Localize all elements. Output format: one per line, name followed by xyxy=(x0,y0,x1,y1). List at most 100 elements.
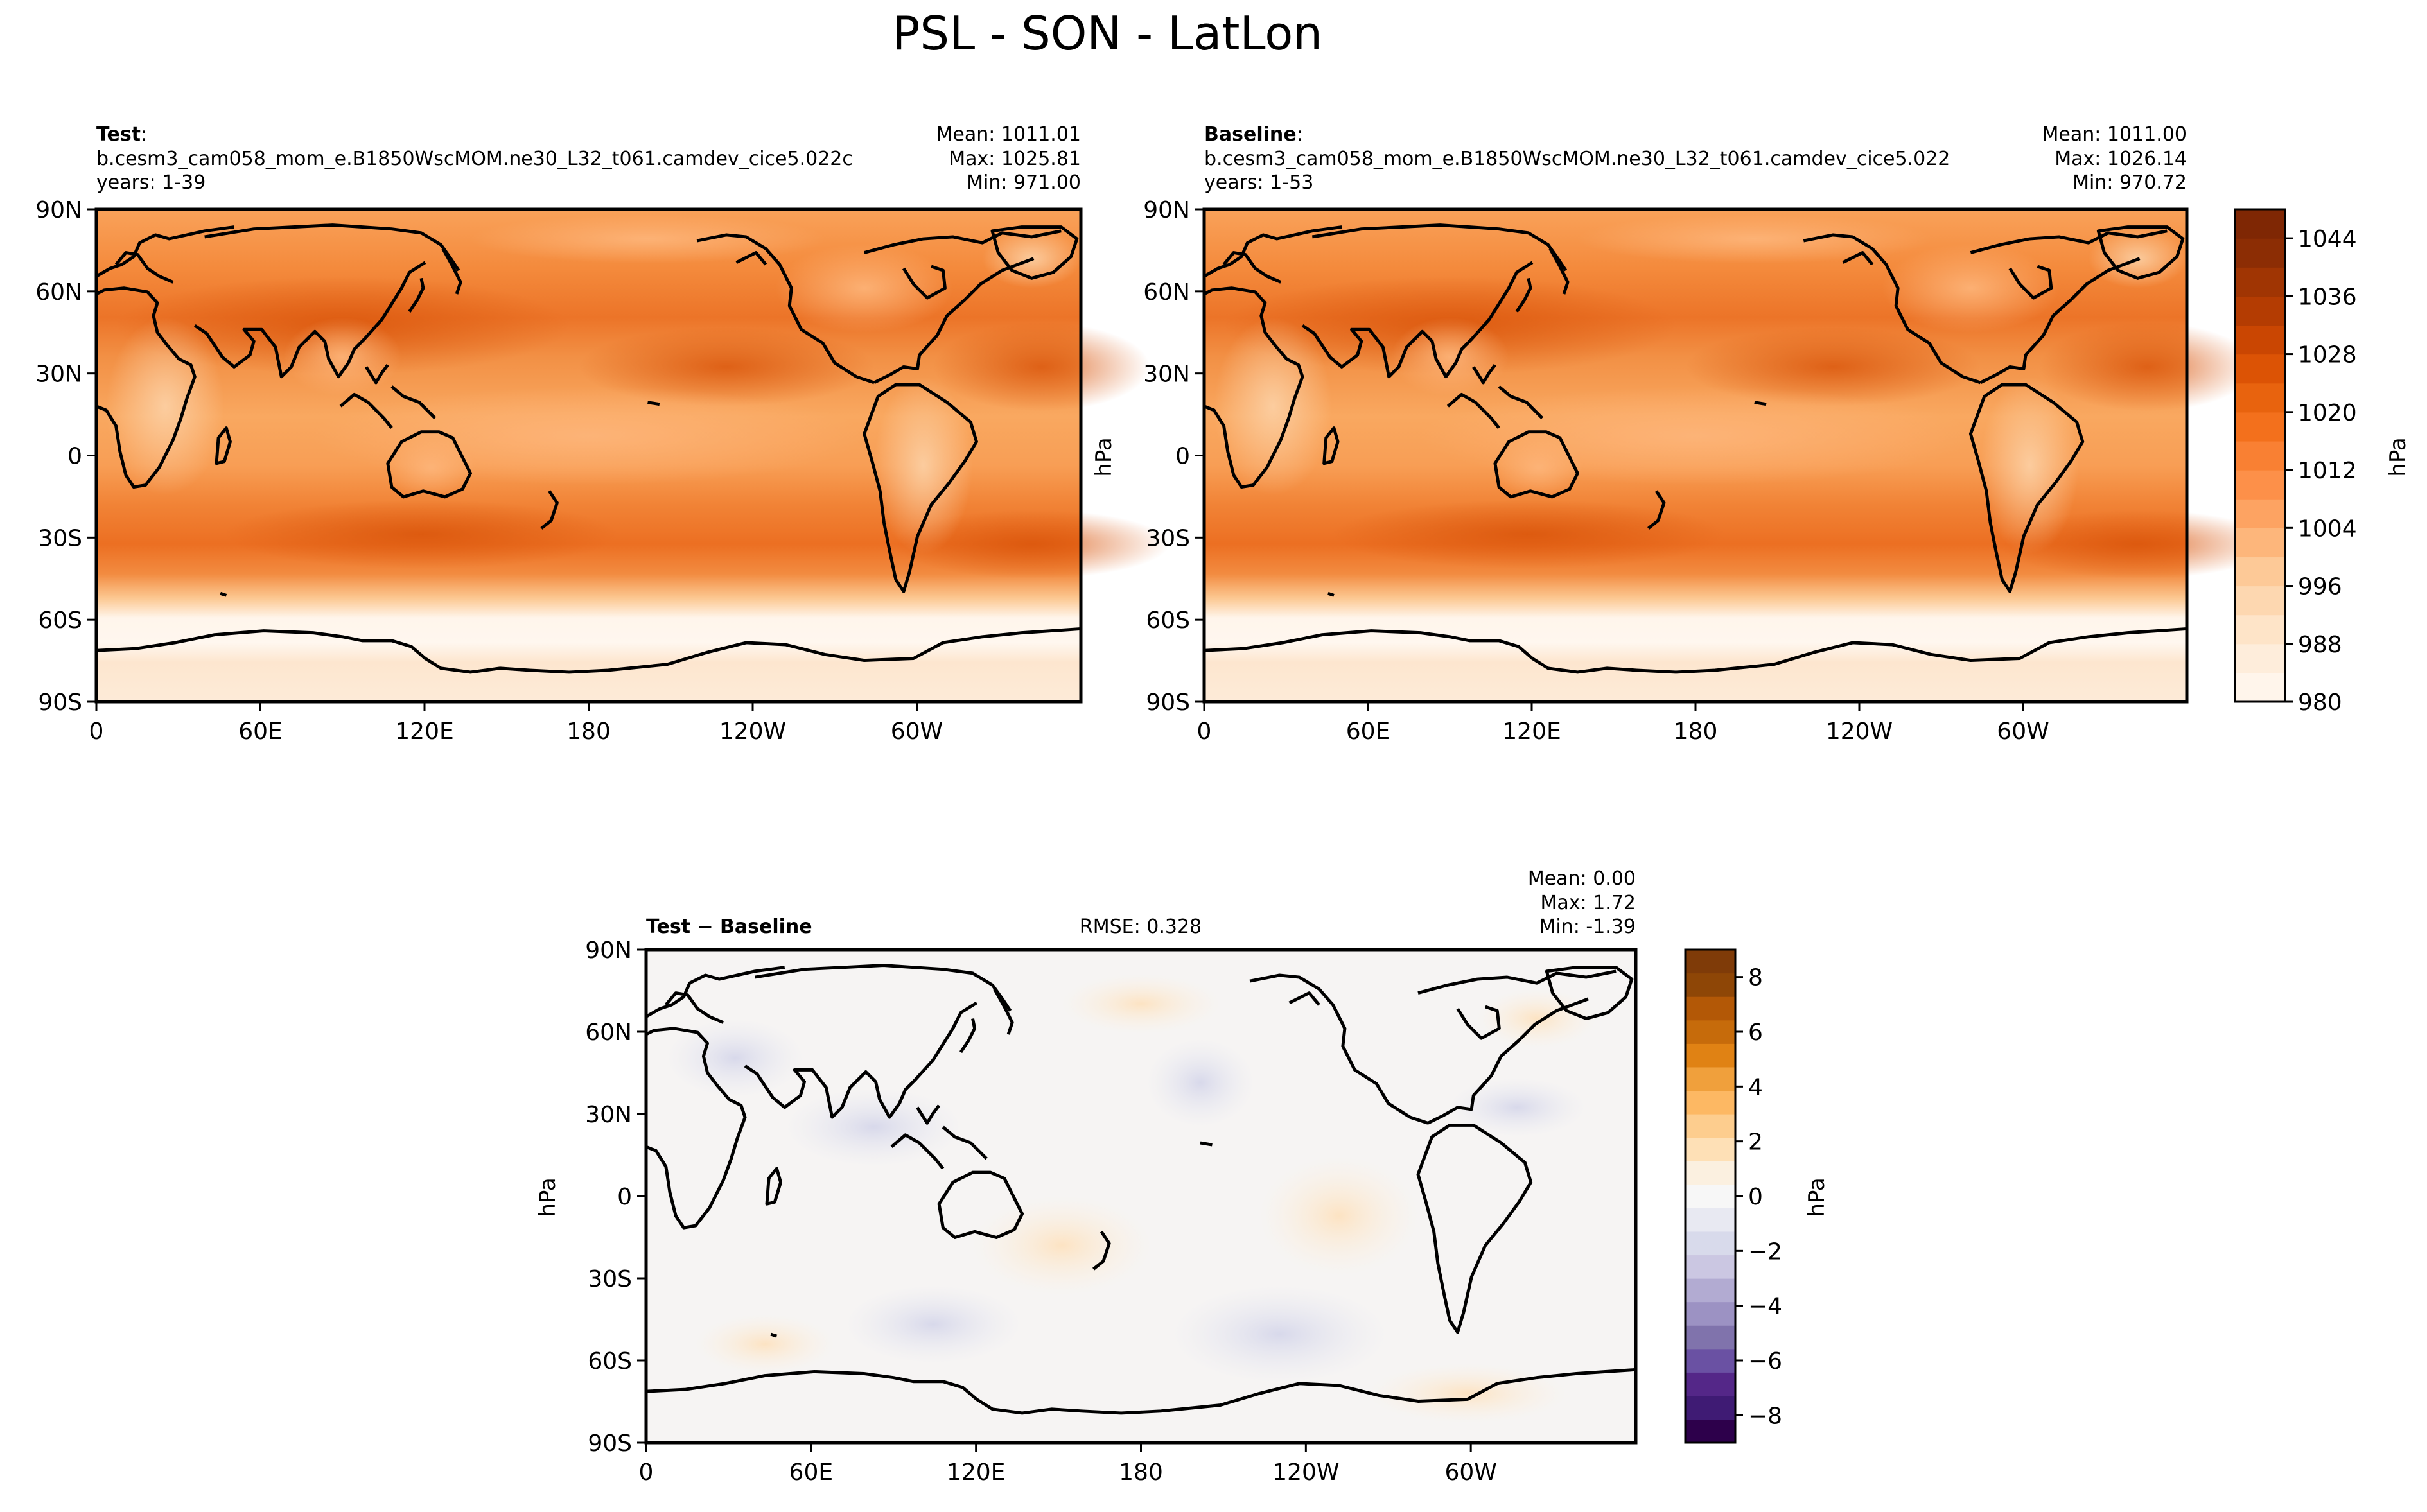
lat-tick-label: 90S xyxy=(588,1430,632,1457)
diff-map xyxy=(646,950,1636,1443)
baseline-panel: Baseline: b.cesm3_cam058_mom_e.B1850WscM… xyxy=(1143,123,2275,745)
figure-title: PSL - SON - LatLon xyxy=(892,6,1322,60)
test-min: Min: 971.00 xyxy=(967,171,1081,194)
diff-colorbar: 8 6 4 2 0 −2 −4 −6 −8 hPa xyxy=(1684,948,1830,1444)
lon-tick-label: 120E xyxy=(1502,718,1561,745)
colorbar-block xyxy=(1685,950,1735,974)
colorbar-tick-label: 8 xyxy=(1748,965,1763,991)
colorbar-tick-label: 0 xyxy=(1748,1184,1763,1210)
colorbar-block xyxy=(2235,325,2285,355)
diff-min: Min: -1.39 xyxy=(1539,916,1636,938)
lat-tick-label: 60N xyxy=(585,1020,632,1046)
lon-tick-label: 60W xyxy=(1444,1459,1496,1486)
baseline-label: Baseline: xyxy=(1204,123,1303,146)
lat-tick-label: 60S xyxy=(38,607,82,634)
lat-tick-label: 0 xyxy=(617,1184,632,1210)
lat-tick-label: 90N xyxy=(35,197,82,223)
colorbar-tick-label: 4 xyxy=(1748,1074,1763,1100)
test-case-name: b.cesm3_cam058_mom_e.B1850WscMOM.ne30_L3… xyxy=(96,148,853,170)
colorbar-block xyxy=(1685,1419,1735,1443)
colorbar-tick-label: 1044 xyxy=(2298,226,2357,252)
lon-tick-label: 0 xyxy=(639,1459,654,1486)
colorbar-block xyxy=(1685,1395,1735,1420)
baseline-min: Min: 970.72 xyxy=(2072,171,2187,194)
main-hpa-ylabel: hPa xyxy=(1091,437,1117,476)
lon-tick-label: 60W xyxy=(891,718,943,745)
test-label: Test: xyxy=(96,123,147,146)
colorbar-block xyxy=(1685,996,1735,1021)
lon-tick-label: 60W xyxy=(1997,718,2049,745)
colorbar-tick-label: −6 xyxy=(1748,1348,1782,1375)
colorbar-block xyxy=(1685,1114,1735,1138)
lon-tick-label: 120W xyxy=(1826,718,1893,745)
colorbar-block xyxy=(1685,1301,1735,1326)
colorbar-block xyxy=(2235,238,2285,268)
colorbar-tick-label: 996 xyxy=(2298,574,2342,600)
baseline-mean: Mean: 1011.00 xyxy=(2042,123,2187,146)
lat-tick-label: 30N xyxy=(35,361,82,388)
diff-panel: Test − Baseline RMSE: 0.328 Mean: 0.00 M… xyxy=(535,867,1638,1486)
diff-mean: Mean: 0.00 xyxy=(1528,867,1636,890)
colorbar-block xyxy=(1685,1043,1735,1068)
lat-tick-label: 0 xyxy=(1175,444,1190,470)
colorbar-tick-label: −8 xyxy=(1748,1403,1782,1429)
colorbar-tick-label: 1036 xyxy=(2298,284,2357,310)
colorbar-tick-label: 1028 xyxy=(2298,342,2357,369)
colorbar-tick-label: 1012 xyxy=(2298,458,2357,484)
lon-tick-label: 120E xyxy=(395,718,453,745)
diff-lat-axis: 90N 60N 30N 0 30S 60S 90S xyxy=(585,937,646,1457)
lon-tick-label: 120E xyxy=(947,1459,1005,1486)
colorbar-block xyxy=(2235,528,2285,558)
diff-max: Max: 1.72 xyxy=(1541,892,1636,914)
colorbar-block xyxy=(1685,1348,1735,1373)
colorbar-block xyxy=(1685,1255,1735,1279)
colorbar-block xyxy=(1685,973,1735,997)
colorbar-tick-label: 988 xyxy=(2298,632,2342,658)
lat-tick-label: 60N xyxy=(35,279,82,306)
colorbar-block xyxy=(2235,499,2285,528)
baseline-years: years: 1-53 xyxy=(1204,171,1313,194)
diff-colorbar-unit: hPa xyxy=(1804,1177,1830,1217)
lon-tick-label: 60E xyxy=(1346,718,1390,745)
lon-tick-label: 0 xyxy=(89,718,104,745)
lon-tick-label: 180 xyxy=(1674,718,1718,745)
test-years: years: 1-39 xyxy=(96,171,206,194)
colorbar-tick-label: 1004 xyxy=(2298,516,2357,542)
colorbar-block xyxy=(1685,1066,1735,1091)
colorbar-tick-label: 980 xyxy=(2298,690,2342,716)
lat-tick-label: 60S xyxy=(1146,607,1190,634)
main-colorbar-ticks: 1044 1036 1028 1020 1012 1004 996 988 980 xyxy=(2285,226,2357,716)
colorbar-tick-label: −4 xyxy=(1748,1294,1782,1320)
main-colorbar: 1044 1036 1028 1020 1012 1004 996 988 980 hPa hP… xyxy=(1091,208,2411,716)
test-max: Max: 1025.81 xyxy=(949,148,1081,170)
colorbar-block xyxy=(2235,412,2285,442)
colorbar-block xyxy=(2235,296,2285,326)
colorbar-block xyxy=(2235,470,2285,500)
colorbar-block xyxy=(2235,557,2285,587)
baseline-map xyxy=(1204,209,2275,702)
colorbar-block xyxy=(1685,1090,1735,1115)
lat-tick-label: 30S xyxy=(38,525,82,552)
colorbar-tick-label: −2 xyxy=(1748,1238,1782,1265)
lat-tick-label: 0 xyxy=(67,444,82,470)
colorbar-block xyxy=(2235,614,2285,645)
test-lon-axis: 0 60E 120E 180 120W 60W xyxy=(89,702,943,745)
lon-tick-label: 180 xyxy=(566,718,611,745)
baseline-case-name: b.cesm3_cam058_mom_e.B1850WscMOM.ne30_L3… xyxy=(1204,148,1950,170)
colorbar-block xyxy=(1685,1278,1735,1303)
lon-tick-label: 0 xyxy=(1197,718,1212,745)
colorbar-block xyxy=(1685,1184,1735,1208)
lat-tick-label: 90S xyxy=(38,690,82,716)
main-colorbar-unit: hPa xyxy=(2385,437,2411,476)
colorbar-block xyxy=(2235,440,2285,471)
diff-colorbar-ticks: 8 6 4 2 0 −2 −4 −6 −8 xyxy=(1735,965,1782,1429)
baseline-lat-axis: 90N 60N 30N 0 30S 60S 90S xyxy=(1143,197,1204,716)
lat-tick-label: 90N xyxy=(585,937,632,964)
colorbar-block xyxy=(1685,1137,1735,1161)
lat-tick-label: 30N xyxy=(585,1102,632,1128)
lon-tick-label: 120W xyxy=(719,718,786,745)
main-colorbar-blocks xyxy=(2235,209,2285,702)
diff-hpa-ylabel: hPa xyxy=(535,1177,561,1217)
lon-tick-label: 60E xyxy=(238,718,283,745)
colorbar-block xyxy=(2235,354,2285,384)
